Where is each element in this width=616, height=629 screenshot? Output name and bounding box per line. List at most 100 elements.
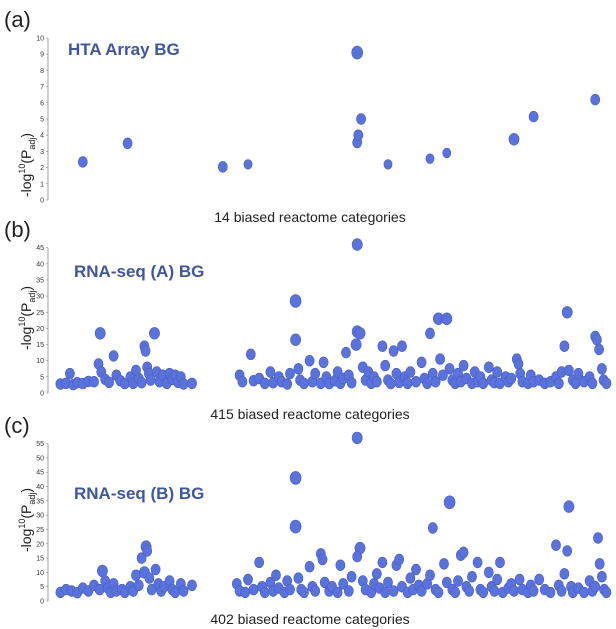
data-point xyxy=(140,345,151,357)
panel-title: HTA Array BG xyxy=(68,40,180,59)
data-point xyxy=(495,556,505,569)
y-tick-label: 35 xyxy=(36,498,44,505)
data-point xyxy=(442,147,452,159)
data-point xyxy=(178,585,189,597)
data-point xyxy=(388,345,399,357)
data-point xyxy=(534,573,545,586)
data-point xyxy=(594,558,605,570)
data-point xyxy=(371,376,382,388)
data-point xyxy=(427,522,438,534)
data-point xyxy=(254,556,265,569)
data-point xyxy=(354,327,366,340)
y-tick-label: 40 xyxy=(36,261,44,268)
data-point xyxy=(597,363,607,375)
data-point xyxy=(453,575,463,587)
data-point xyxy=(492,573,503,586)
data-point xyxy=(310,585,321,597)
data-point xyxy=(601,586,612,599)
panel-title: RNA-seq (A) BG xyxy=(74,262,204,281)
data-point xyxy=(435,353,445,365)
data-point xyxy=(149,327,160,340)
data-point xyxy=(341,346,351,359)
data-point xyxy=(289,294,302,308)
data-point xyxy=(559,340,570,352)
y-tick-label: 7 xyxy=(40,84,44,91)
data-point xyxy=(509,585,519,597)
data-point xyxy=(430,376,441,388)
data-point xyxy=(144,572,155,584)
data-point xyxy=(317,553,328,566)
data-point xyxy=(559,568,570,580)
data-point xyxy=(508,133,520,146)
data-point xyxy=(433,586,444,599)
data-point xyxy=(346,377,357,389)
data-point xyxy=(133,579,144,591)
data-point xyxy=(464,585,475,597)
data-point xyxy=(237,376,248,388)
data-point xyxy=(310,367,321,380)
data-point xyxy=(561,306,573,319)
data-point xyxy=(553,377,564,389)
y-tick-label: 0 xyxy=(40,198,44,205)
data-point xyxy=(383,159,393,170)
data-point xyxy=(545,586,556,599)
scatter-plot-c: 0 5 10 15 20 25 30 35 40 45 50 55 xyxy=(36,431,612,606)
panel-letter: (c) xyxy=(4,413,30,438)
data-point xyxy=(380,586,391,599)
data-point xyxy=(439,558,449,570)
data-point xyxy=(394,553,405,566)
data-point xyxy=(405,572,416,584)
data-point xyxy=(146,583,157,596)
data-point xyxy=(346,570,357,583)
y-axis-label: -log10(Padj) xyxy=(17,488,37,552)
data-point xyxy=(318,356,329,368)
data-point xyxy=(371,568,382,580)
data-point xyxy=(385,377,396,390)
data-point xyxy=(299,586,309,599)
data-point xyxy=(506,372,517,385)
data-point xyxy=(285,367,295,380)
data-point xyxy=(240,586,251,599)
data-point xyxy=(122,137,133,150)
data-point xyxy=(293,363,304,375)
data-point xyxy=(304,560,315,573)
data-point xyxy=(450,586,461,599)
data-point xyxy=(597,570,607,583)
y-tick-label: 4 xyxy=(40,133,44,140)
data-point xyxy=(377,340,388,352)
data-point xyxy=(332,586,343,599)
data-point xyxy=(594,343,604,356)
data-point xyxy=(513,358,524,370)
data-point xyxy=(142,545,153,557)
data-point xyxy=(377,556,388,569)
data-point xyxy=(411,376,421,388)
data-point xyxy=(593,532,603,544)
data-point xyxy=(245,348,256,360)
y-tick-label: 9 xyxy=(40,52,44,59)
data-point xyxy=(411,563,421,576)
data-point xyxy=(335,559,346,571)
y-tick-label: 2 xyxy=(40,165,44,172)
data-point xyxy=(551,539,561,551)
data-point xyxy=(104,376,114,388)
data-point xyxy=(443,495,456,510)
data-point xyxy=(402,377,413,389)
data-point xyxy=(285,583,295,596)
y-tick-label: 25 xyxy=(36,310,44,317)
panel-letter: (b) xyxy=(4,217,31,242)
y-tick-label: 35 xyxy=(36,277,44,284)
data-point xyxy=(77,156,88,168)
data-point xyxy=(187,579,197,591)
y-tick-label: 1 xyxy=(40,181,44,188)
scatter-plot-b: 0 5 10 15 20 25 30 35 40 45 xyxy=(36,238,612,398)
panel-title: RNA-seq (B) BG xyxy=(74,484,204,503)
data-point xyxy=(94,327,106,340)
data-point xyxy=(383,576,393,589)
data-point xyxy=(441,312,453,325)
data-point xyxy=(590,93,601,106)
data-point xyxy=(289,471,302,485)
data-point xyxy=(350,338,362,351)
data-point xyxy=(217,161,228,173)
y-tick-label: 20 xyxy=(36,326,44,333)
